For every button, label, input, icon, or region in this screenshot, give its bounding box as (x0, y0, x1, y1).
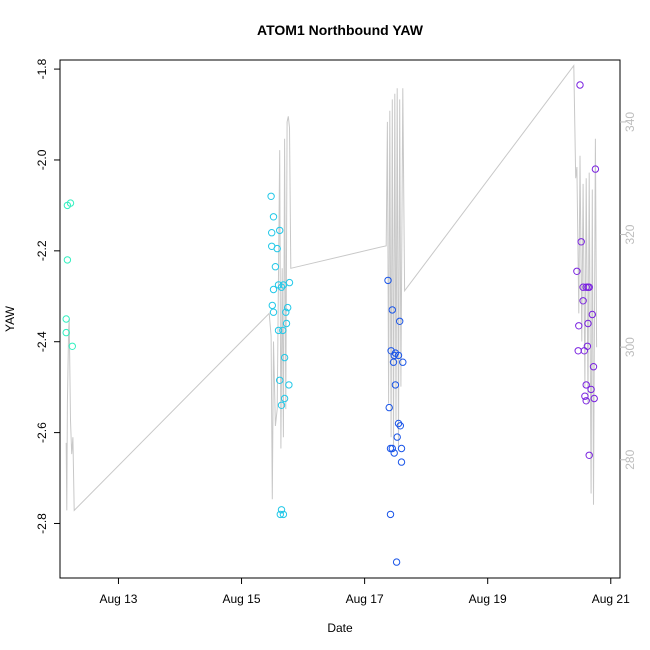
data-point (397, 444, 406, 453)
right-axis: 280 300 320 340 (620, 112, 637, 470)
data-point (585, 451, 593, 459)
y2-tick-label: 320 (623, 224, 637, 244)
data-point (279, 510, 288, 519)
data-point (589, 363, 598, 371)
data-point (391, 381, 400, 389)
plot-frame (59, 59, 621, 579)
data-point (591, 165, 600, 173)
chart-title: ATOM1 Northbound YAW (257, 22, 424, 38)
data-point (582, 397, 590, 405)
data-point (590, 394, 598, 403)
data-point (388, 306, 396, 314)
data-point (267, 192, 275, 201)
x-tick-label: Aug 13 (99, 592, 137, 606)
y-tick-label: -1.8 (35, 58, 49, 79)
x-tick-label: Aug 19 (469, 592, 507, 606)
data-point (394, 351, 403, 360)
data-point (62, 315, 70, 323)
data-point (393, 433, 401, 441)
x-tick-label: Aug 21 (592, 592, 630, 606)
x-tick-label: Aug 17 (346, 592, 384, 606)
data-point (271, 263, 280, 271)
secondary-series-line (65, 64, 598, 512)
data-point (577, 238, 585, 246)
data-point (277, 283, 286, 291)
data-point (276, 226, 284, 235)
data-point (282, 308, 290, 316)
left-axis: -2.8 -2.6 -2.4 -2.2 -2.0 -1.8 (35, 58, 60, 534)
y-tick-label: -2.6 (35, 422, 49, 443)
data-point (385, 403, 393, 412)
x-tick-label: Aug 15 (223, 592, 261, 606)
data-point (268, 301, 276, 310)
data-point (268, 229, 276, 237)
scatter-points (62, 81, 600, 566)
data-point (66, 199, 75, 207)
data-point (587, 385, 595, 394)
data-point (269, 285, 278, 294)
data-point (63, 256, 72, 264)
data-point (394, 419, 403, 428)
y2-tick-label: 300 (623, 337, 637, 357)
data-point (384, 276, 392, 285)
data-point (280, 353, 289, 362)
data-point (276, 510, 284, 519)
secondary-line (65, 64, 598, 512)
data-point (284, 303, 292, 312)
data-point (588, 310, 596, 319)
data-point (274, 326, 283, 335)
data-point (277, 506, 286, 514)
y-tick-label: -2.4 (35, 331, 49, 352)
data-point (276, 376, 284, 384)
y-tick-label: -2.0 (35, 149, 49, 170)
data-point (390, 351, 398, 360)
y-tick-label: -2.8 (35, 513, 49, 534)
data-point (273, 244, 281, 253)
data-point (576, 81, 584, 89)
data-point (399, 358, 407, 366)
data-point (579, 297, 587, 305)
data-point (575, 322, 583, 330)
data-point (279, 281, 288, 289)
y-axis-label: YAW (3, 305, 17, 332)
data-point (390, 449, 398, 457)
data-point (396, 422, 404, 430)
data-point (386, 510, 395, 519)
bottom-axis: Aug 13 Aug 15 Aug 17 Aug 19 Aug 21 (99, 578, 630, 606)
data-point (581, 392, 589, 400)
data-point (574, 347, 582, 355)
data-point (279, 326, 287, 335)
data-point (282, 319, 291, 328)
y2-tick-label: 340 (623, 112, 637, 132)
data-point (285, 381, 293, 389)
data-point (269, 308, 278, 316)
data-point (584, 283, 592, 291)
y-tick-label: -2.2 (35, 240, 49, 261)
data-point (396, 317, 404, 325)
data-point (392, 558, 401, 566)
x-axis-label: Date (327, 621, 353, 635)
data-point (573, 267, 581, 275)
data-point (269, 213, 278, 221)
data-point (579, 283, 587, 291)
y2-tick-label: 280 (623, 449, 637, 469)
data-point (62, 328, 70, 337)
data-point (277, 401, 286, 409)
data-point (280, 394, 289, 403)
data-point (68, 342, 77, 350)
data-point (583, 342, 592, 350)
data-point (388, 444, 396, 453)
data-point (285, 278, 294, 287)
data-point (582, 381, 590, 389)
data-point (397, 458, 406, 466)
data-point (584, 319, 592, 328)
